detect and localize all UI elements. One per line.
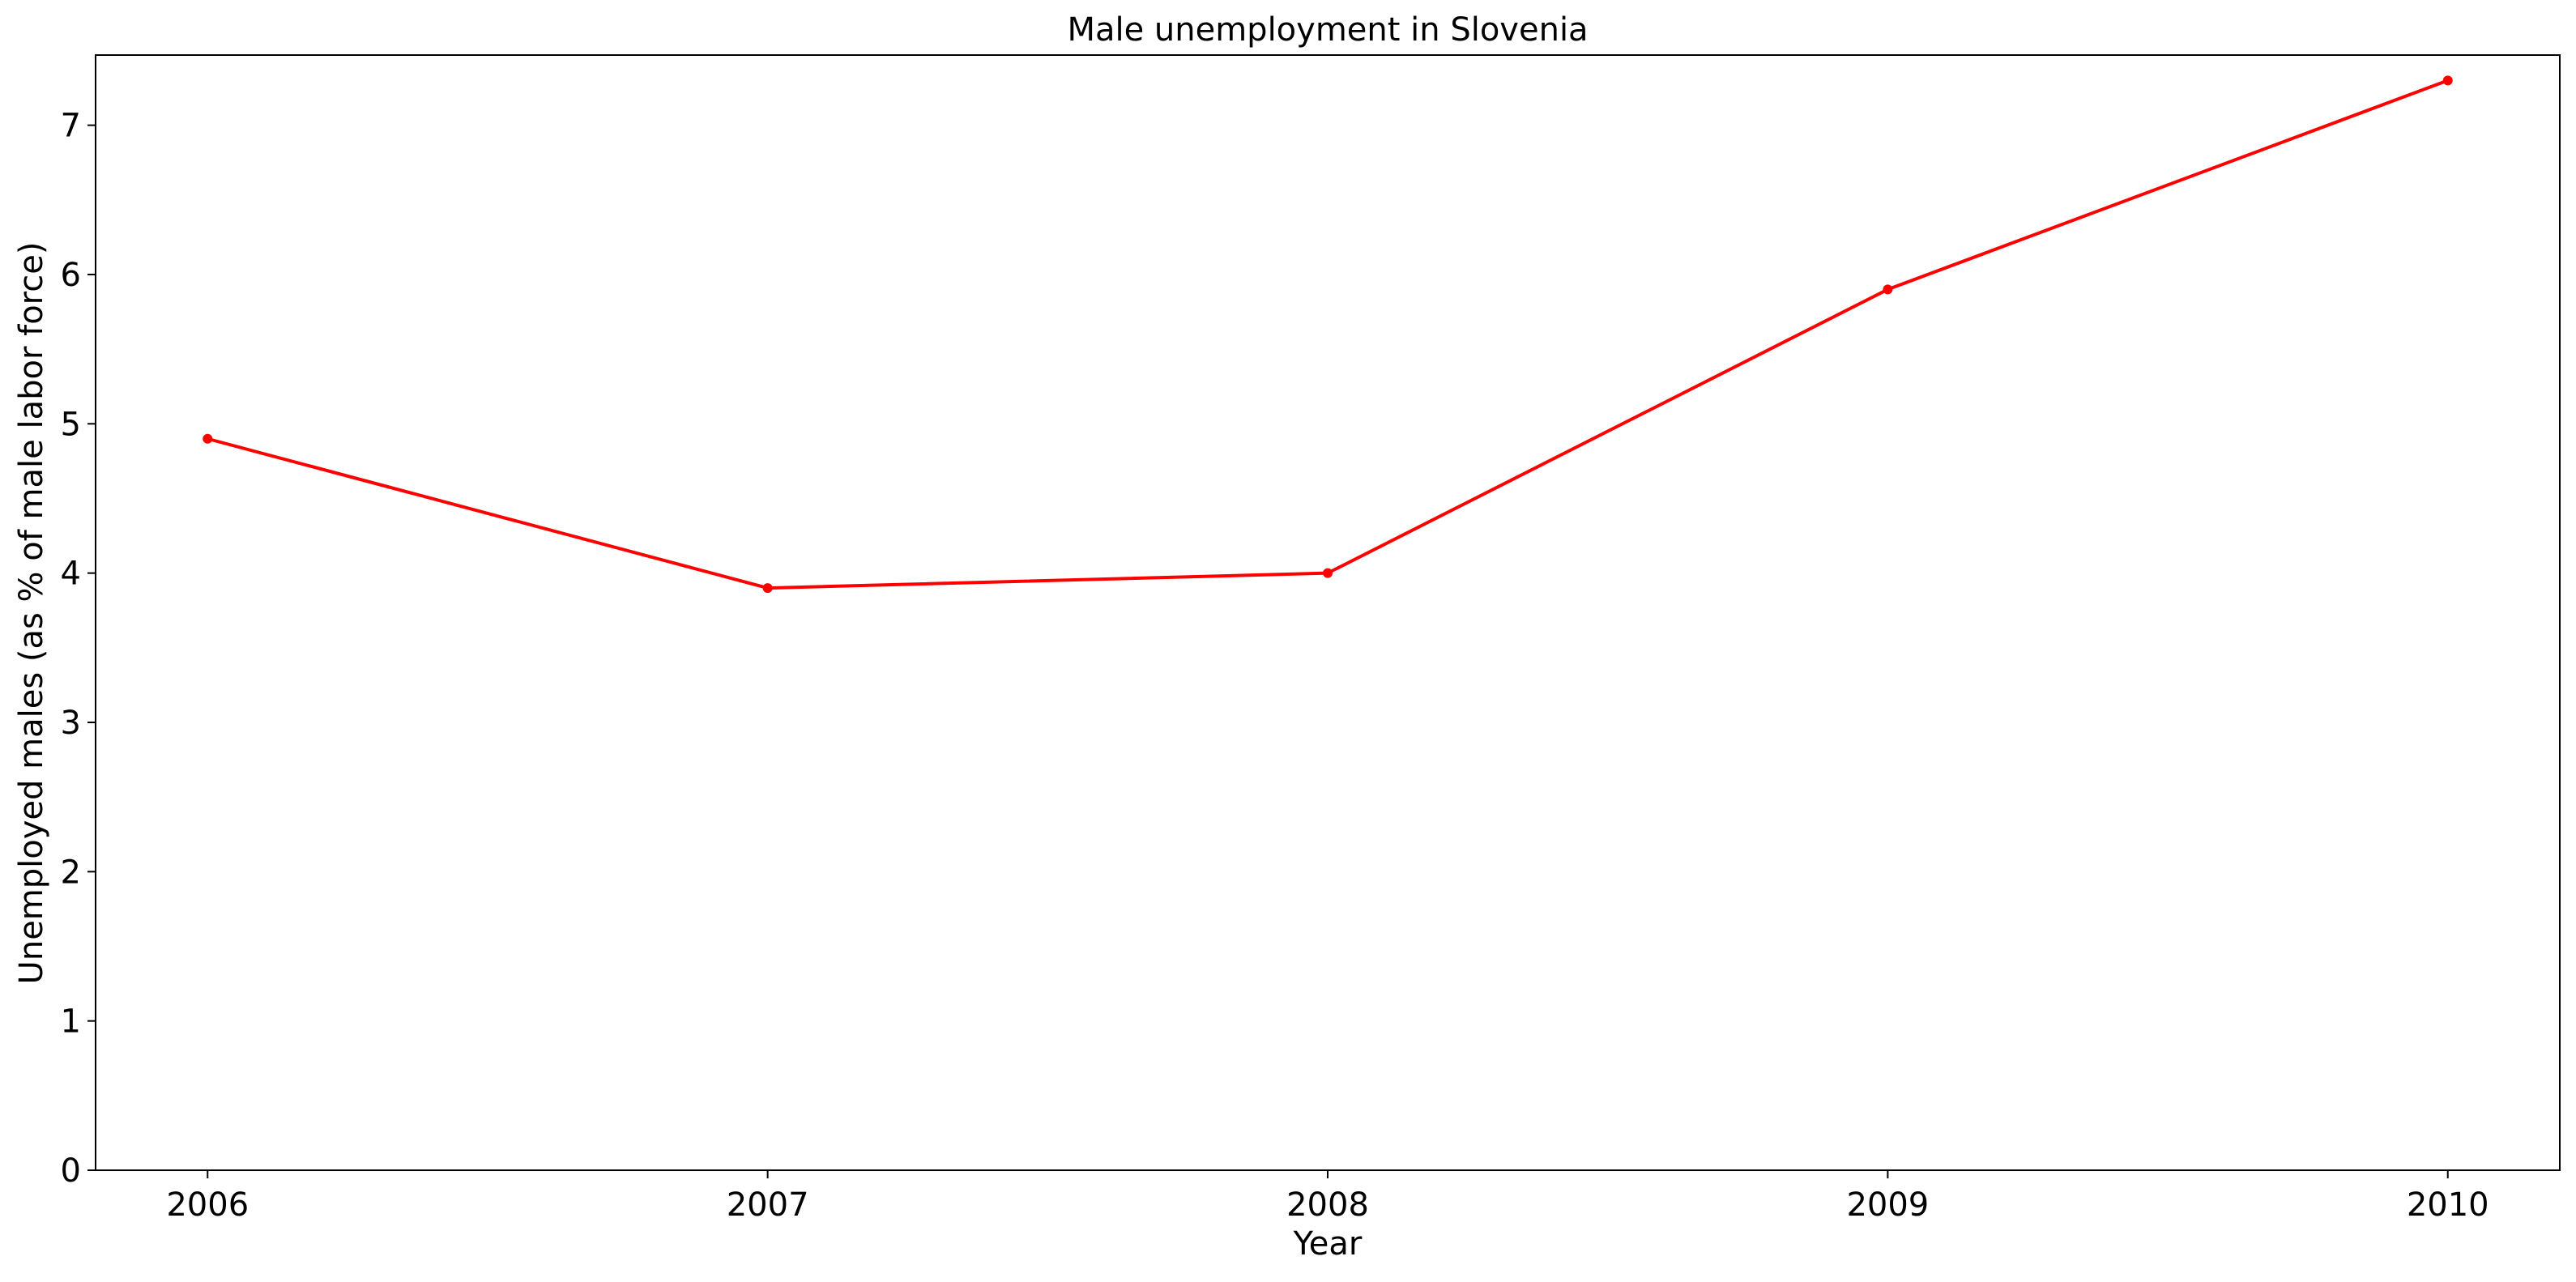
chart-title: Male unemployment in Slovenia: [1067, 11, 1588, 49]
data-point-marker: [203, 433, 213, 444]
y-axis-label: Unemployed males (as % of male labor for…: [13, 242, 50, 985]
x-tick-label: 2008: [1286, 1186, 1369, 1224]
y-tick-label: 2: [61, 854, 81, 891]
series-layer: [203, 75, 2453, 594]
y-axis: 0 1 2 3 4 5 6 7: [61, 108, 96, 1190]
x-tick-label: 2006: [166, 1186, 249, 1224]
x-tick-label: 2007: [727, 1186, 809, 1224]
plot-area-frame: [95, 54, 2561, 1171]
y-tick-label: 1: [61, 1003, 81, 1041]
x-axis-label: Year: [1293, 1225, 1363, 1263]
data-point-marker: [762, 583, 773, 594]
x-tick-label: 2009: [1846, 1186, 1929, 1224]
y-tick-label: 0: [61, 1152, 81, 1190]
data-point-marker: [1323, 568, 1333, 578]
y-tick-label: 3: [61, 705, 81, 742]
series-line: [207, 79, 2449, 590]
y-tick-label: 7: [61, 108, 81, 145]
y-tick-label: 6: [61, 257, 81, 294]
x-tick-label: 2010: [2407, 1186, 2489, 1224]
data-point-marker: [1883, 284, 1893, 295]
data-point-marker: [2442, 75, 2453, 86]
y-tick-label: 4: [61, 556, 81, 593]
x-axis: 2006 2007 2008 2009 2010: [166, 1170, 2489, 1224]
y-tick-label: 5: [61, 406, 81, 443]
